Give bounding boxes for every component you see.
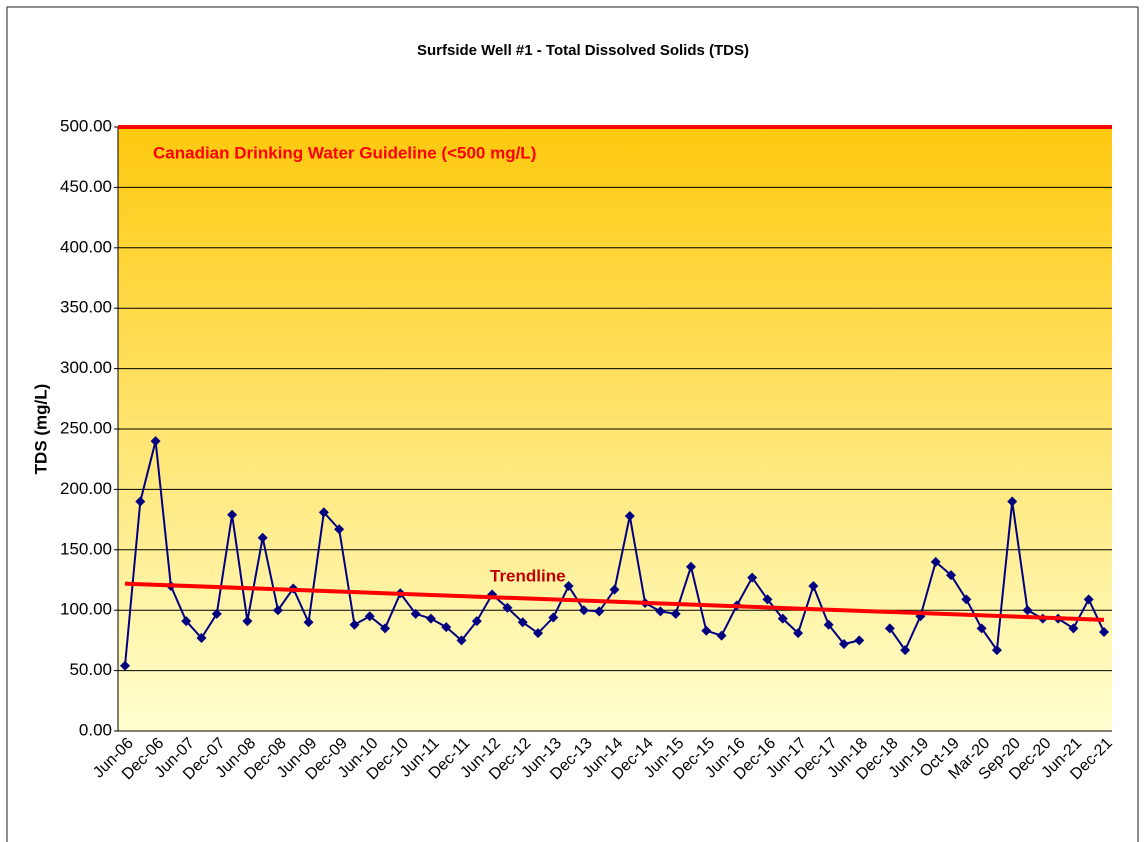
data-point bbox=[181, 616, 192, 627]
data-point bbox=[609, 584, 620, 595]
data-point bbox=[517, 617, 528, 628]
data-point bbox=[334, 524, 345, 535]
y-tick-label: 450.00 bbox=[60, 177, 112, 196]
data-point bbox=[685, 561, 696, 572]
y-tick-label: 500.00 bbox=[60, 116, 112, 135]
y-axis-label: TDS (mg/L) bbox=[31, 384, 50, 475]
y-tick-label: 150.00 bbox=[60, 539, 112, 558]
data-point bbox=[930, 556, 941, 567]
data-point bbox=[533, 628, 544, 639]
data-point bbox=[471, 616, 482, 627]
data-point bbox=[1099, 626, 1109, 637]
data-point bbox=[441, 622, 452, 633]
data-point bbox=[838, 639, 849, 650]
trendline bbox=[124, 581, 1105, 622]
data-point bbox=[1007, 496, 1018, 507]
data-point bbox=[242, 616, 253, 627]
data-point bbox=[670, 608, 681, 619]
y-tick-label: 400.00 bbox=[60, 237, 112, 256]
data-point bbox=[272, 605, 283, 616]
data-point bbox=[823, 619, 834, 630]
y-tick-label: 0.00 bbox=[79, 720, 112, 739]
data-point bbox=[701, 625, 712, 636]
data-point bbox=[364, 611, 375, 622]
y-tick-label: 250.00 bbox=[60, 418, 112, 437]
data-point bbox=[716, 630, 727, 641]
data-point bbox=[227, 509, 238, 520]
data-point bbox=[257, 532, 268, 543]
data-point bbox=[1083, 594, 1094, 605]
data-point bbox=[884, 623, 895, 634]
data-point bbox=[563, 581, 574, 592]
data-point bbox=[502, 602, 513, 613]
data-point bbox=[1068, 623, 1079, 634]
data-point bbox=[747, 572, 758, 583]
data-point bbox=[425, 613, 436, 624]
y-tick-label: 200.00 bbox=[60, 479, 112, 498]
y-tick-label: 50.00 bbox=[69, 660, 112, 679]
data-point bbox=[655, 606, 666, 617]
data-point bbox=[456, 635, 467, 646]
y-tick-label: 300.00 bbox=[60, 358, 112, 377]
data-point bbox=[380, 623, 391, 634]
data-point bbox=[976, 623, 987, 634]
data-point bbox=[624, 510, 635, 521]
trendline-label: Trendline bbox=[490, 566, 566, 585]
data-point bbox=[1022, 605, 1033, 616]
data-point bbox=[762, 594, 773, 605]
data-point bbox=[135, 496, 146, 507]
data-point bbox=[303, 617, 314, 628]
data-point bbox=[793, 628, 804, 639]
data-point bbox=[196, 632, 207, 643]
data-point bbox=[900, 645, 911, 656]
data-point bbox=[594, 606, 605, 617]
data-point bbox=[991, 645, 1002, 656]
guideline-label: Canadian Drinking Water Guideline (<500 … bbox=[153, 143, 536, 162]
data-point bbox=[946, 570, 957, 581]
data-point bbox=[854, 635, 865, 646]
data-point bbox=[318, 507, 329, 518]
y-tick-label: 100.00 bbox=[60, 600, 112, 619]
data-point bbox=[961, 594, 972, 605]
data-point bbox=[548, 612, 559, 623]
chart-title: Surfside Well #1 - Total Dissolved Solid… bbox=[417, 42, 749, 59]
data-point bbox=[349, 619, 360, 630]
data-point bbox=[777, 613, 788, 624]
data-point bbox=[150, 436, 161, 447]
data-point bbox=[808, 581, 819, 592]
data-point bbox=[120, 660, 130, 671]
data-point bbox=[211, 608, 222, 619]
data-point bbox=[578, 605, 589, 616]
data-point bbox=[410, 608, 421, 619]
y-tick-label: 350.00 bbox=[60, 298, 112, 317]
